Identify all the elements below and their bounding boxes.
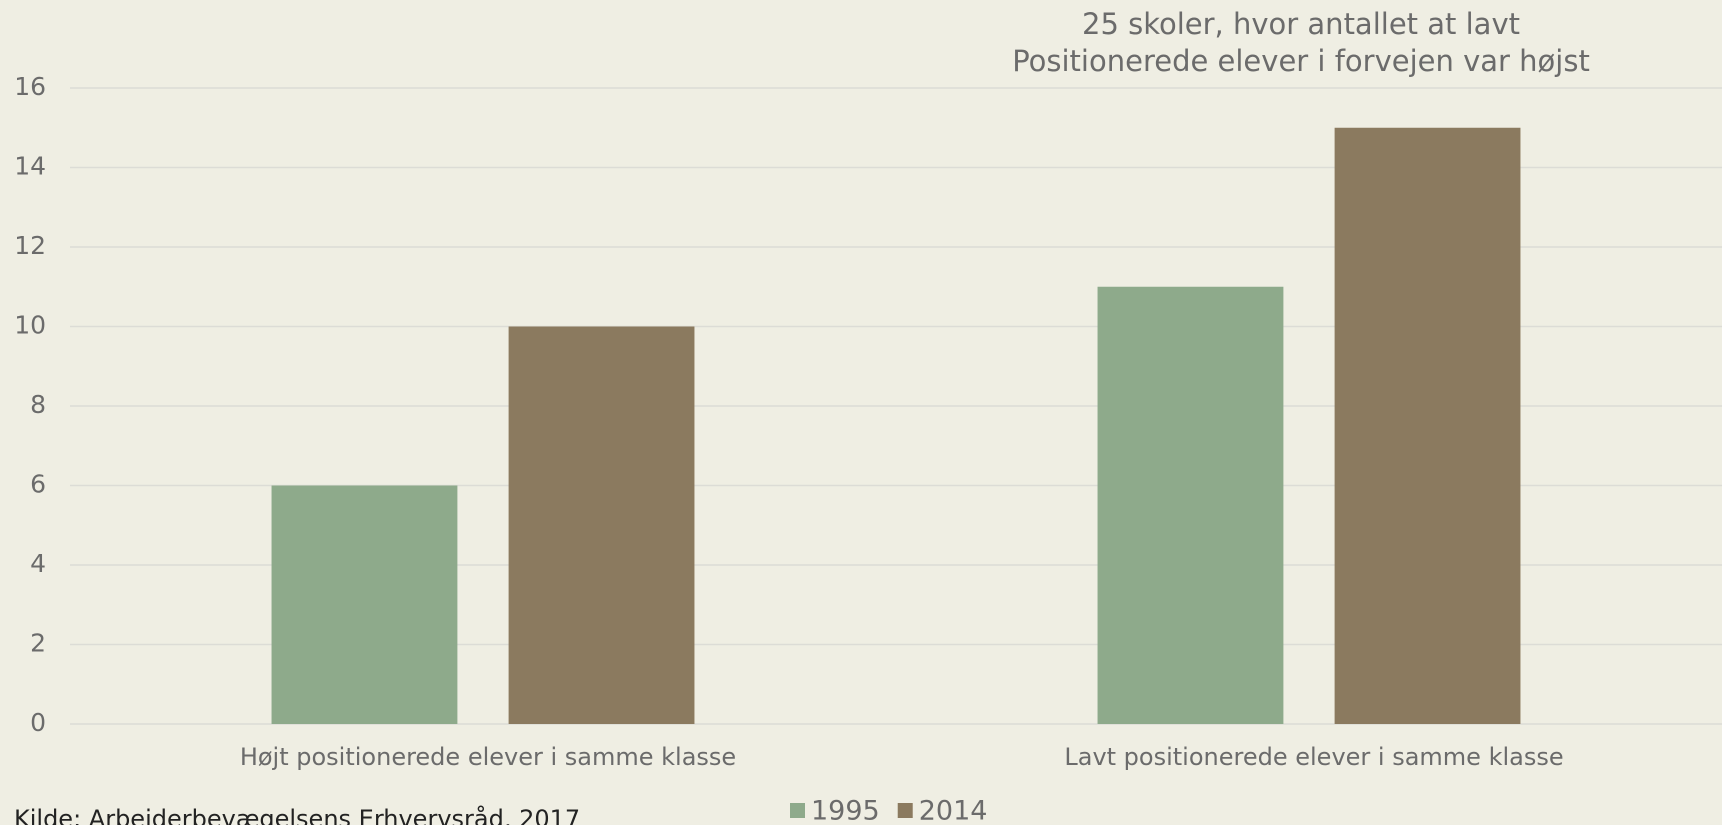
y-tick-label: 8	[30, 390, 46, 419]
y-tick-label: 2	[30, 629, 46, 658]
source-note: Kilde: Arbeiderbevægelsens Erhvervsråd, …	[14, 804, 580, 825]
y-tick-label: 10	[14, 311, 46, 340]
legend-label: 1995	[811, 796, 880, 825]
y-tick-label: 0	[30, 708, 46, 737]
x-tick-label: Højt positionerede elever i samme klasse	[240, 743, 736, 771]
bar	[1097, 286, 1284, 724]
y-tick-label: 14	[14, 152, 46, 181]
legend-label: 2014	[919, 796, 988, 825]
bar	[271, 485, 458, 724]
bar	[508, 326, 695, 724]
x-tick-label: Lavt positionerede elever i samme klasse	[1064, 743, 1563, 771]
y-tick-label: 16	[14, 72, 46, 101]
legend-swatch	[897, 803, 913, 818]
bar	[1334, 127, 1521, 724]
chart-title: Positionerede elever i forvejen var højs…	[1012, 44, 1590, 78]
y-tick-label: 4	[30, 549, 46, 578]
y-tick-label: 12	[14, 231, 46, 260]
chart-title: 25 skoler, hvor antallet at lavt	[1082, 7, 1520, 41]
y-tick-label: 6	[30, 470, 46, 499]
legend-swatch	[790, 803, 805, 818]
